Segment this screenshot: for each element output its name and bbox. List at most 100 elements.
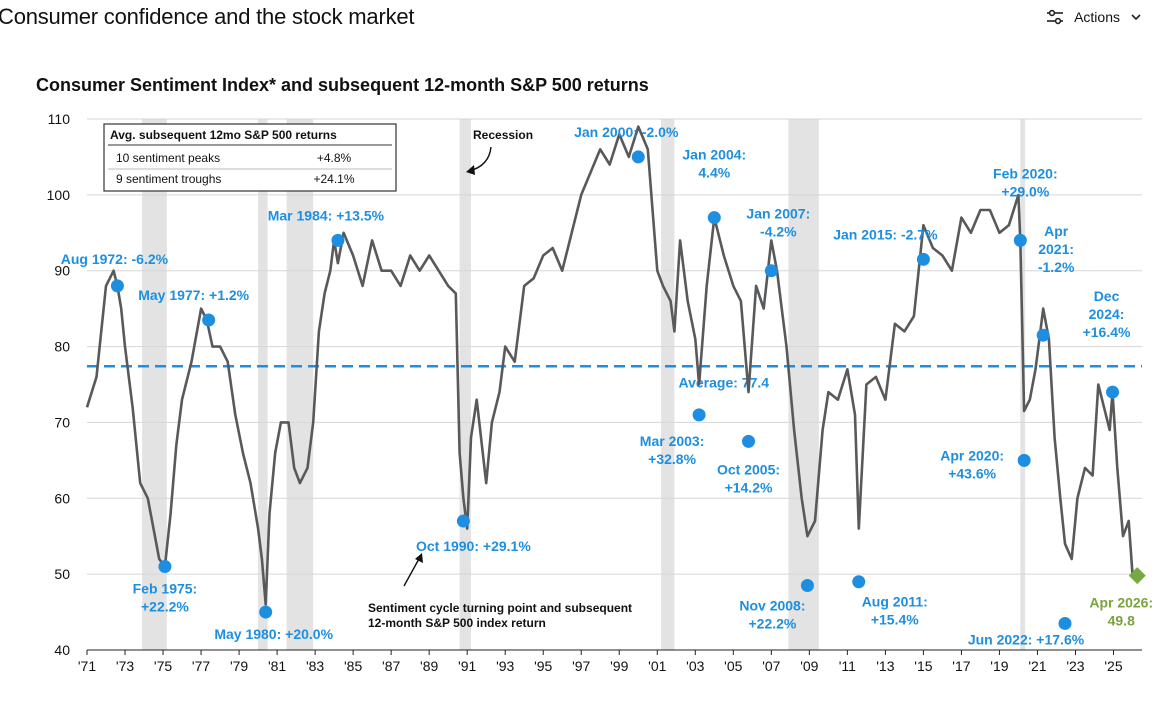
peak-point-label: Jan 2004: [682,147,746,163]
y-tick-label: 60 [54,490,70,506]
peak-point-label: May 1977: +1.2% [138,287,249,303]
x-tick-label: '07 [762,658,780,674]
footnote-label: Sentiment cycle turning point and subseq… [368,601,632,615]
x-tick-label: '09 [800,658,818,674]
trough-point-label: +15.4% [871,612,919,628]
peak-point-label: Jan 2000: -2.0% [574,124,679,140]
chart-title: Consumer Sentiment Index* and subsequent… [36,75,649,95]
trough-point-label: +22.2% [141,599,189,615]
recession-label: Recession [473,128,533,142]
recession-band [286,119,314,650]
peak-point-label: Jan 2007: [746,206,810,222]
y-tick-label: 70 [54,414,70,430]
peak-point-marker [331,233,345,247]
trough-point-marker [692,408,706,422]
returns-table-row-label: 9 sentiment troughs [116,172,221,186]
peak-point-label: 2024: [1089,306,1125,322]
x-tick-label: '23 [1066,658,1084,674]
peak-point-label: +16.4% [1083,324,1131,340]
x-tick-label: '87 [382,658,400,674]
peak-point-label: Feb 2020: [993,165,1058,181]
trough-point-marker [742,434,756,448]
y-tick-label: 100 [47,187,71,203]
recession-band [788,119,819,650]
annotations: Recession Sentiment cycle turning point a… [368,128,632,630]
trough-point-label: Aug 2011: [862,594,928,610]
peak-point-marker [631,150,645,164]
footnote-label: 12-month S&P 500 index return [368,616,546,630]
turning-point-labels: Aug 1972: -6.2% Feb 1975: +22.2% May 1977: … [61,124,1153,648]
x-tick-label: '99 [610,658,628,674]
peak-point-label: 2021: [1038,241,1074,257]
peak-point-marker [1106,385,1120,399]
trough-point-label: May 1980: +20.0% [214,626,333,642]
trough-point-label: Mar 2003: [640,433,705,449]
peak-point-label: 4.4% [698,165,730,181]
x-tick-label: '01 [648,658,666,674]
recession-bands [142,119,1026,650]
returns-table-row-label: 10 sentiment peaks [116,151,220,165]
trough-point-marker [800,579,814,593]
actions-button[interactable]: Actions [1046,9,1142,25]
trough-point-marker [1017,453,1031,467]
x-tick-label: '85 [344,658,362,674]
trough-point-marker [852,575,866,589]
peak-point-label: Aug 1972: -6.2% [61,251,169,267]
trough-point-label: Jun 2022: +17.6% [968,631,1085,647]
trough-point-marker [259,605,273,619]
axes: 40 50 60 70 80 90 100 110 '71 '73 '75 '77 '79 '81 '83 '… [47,111,1123,674]
peak-point-label: Mar 1984: +13.5% [268,207,385,223]
recession-band [258,119,268,650]
y-tick-label: 40 [54,642,70,658]
trough-point-label: +32.8% [648,451,696,467]
x-tick-label: '91 [458,658,476,674]
x-tick-label: '79 [230,658,248,674]
peak-point-label: Dec [1094,288,1120,304]
peak-point-label: -1.2% [1038,259,1075,275]
x-tick-label: '21 [1028,658,1046,674]
latest-point-label: Apr 2026: [1089,595,1153,611]
turning-points [110,150,1146,630]
trough-point-label: Oct 1990: +29.1% [416,538,531,554]
x-tick-label: '97 [572,658,590,674]
trough-point-label: +22.2% [749,616,797,632]
trough-point-label: Oct 2005: [717,461,780,477]
peak-point-marker [202,313,216,327]
returns-table-row-value: +4.8% [317,151,352,165]
peak-point-marker [764,264,778,278]
sliders-icon [1046,9,1064,25]
x-tick-label: '83 [306,658,324,674]
trough-point-marker [456,514,470,528]
x-tick-label: '05 [724,658,742,674]
page-title: Consumer confidence and the stock market [0,4,415,29]
y-tick-label: 80 [54,339,70,355]
chevron-down-icon [1130,12,1142,22]
x-tick-label: '15 [914,658,932,674]
x-tick-label: '75 [154,658,172,674]
average-label: Average: 77.4 [679,374,770,390]
x-tick-label: '13 [876,658,894,674]
x-tick-label: '19 [990,658,1008,674]
x-tick-label: '11 [839,658,856,674]
recession-band [459,119,471,650]
trough-point-marker [1058,616,1072,630]
y-tick-label: 110 [48,111,71,127]
y-tick-label: 50 [54,566,70,582]
sentiment-line [85,125,1138,606]
x-tick-label: '95 [534,658,552,674]
peak-point-label: -4.2% [760,224,797,240]
x-tick-label: '81 [268,658,286,674]
trough-point-label: Nov 2008: [739,598,805,614]
peak-point-label: Apr [1044,223,1069,239]
x-tick-label: '17 [952,658,970,674]
trough-point-marker [158,560,172,574]
x-tick-label: '25 [1104,658,1122,674]
returns-table-box [103,123,397,192]
latest-point-label: 49.8 [1108,613,1135,629]
x-tick-label: '03 [686,658,704,674]
trough-point-label: +43.6% [948,465,996,481]
x-tick-label: '93 [496,658,514,674]
peak-point-marker [916,252,930,266]
gridlines [87,118,1142,651]
